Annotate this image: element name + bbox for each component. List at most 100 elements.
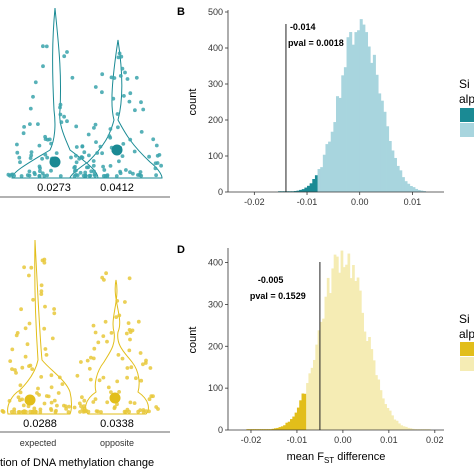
legend-d-title-2: alp <box>459 327 474 341</box>
category-label-expected: expected <box>20 438 57 448</box>
histogram-bar <box>331 268 335 430</box>
histogram-bar <box>341 75 345 192</box>
violin-point <box>112 76 117 80</box>
y-axis-title: count <box>187 89 199 116</box>
histogram-bar <box>417 190 421 192</box>
histogram-bar <box>290 419 293 430</box>
violin-point <box>13 368 17 372</box>
violin-point <box>131 171 135 176</box>
violin-point <box>74 145 79 149</box>
violin-point <box>134 75 139 80</box>
violin-point <box>119 54 124 59</box>
violin-point <box>101 334 106 338</box>
violin-point <box>125 407 130 412</box>
histogram-bar <box>398 423 401 430</box>
violin-point <box>39 292 44 296</box>
histogram-bar <box>421 429 424 430</box>
violin-point <box>84 408 88 413</box>
histogram-bar <box>357 30 361 193</box>
violin-point <box>88 173 93 178</box>
violin-point <box>93 122 98 127</box>
violin-point <box>10 347 15 352</box>
value-label-expected-top: 0.0273 <box>37 182 71 194</box>
histogram-bar <box>336 96 340 192</box>
violin-point <box>128 91 133 96</box>
histogram-bar <box>375 375 378 430</box>
violin-point <box>107 134 112 138</box>
violin-point <box>55 403 59 408</box>
violin-point <box>132 401 137 405</box>
violin-point <box>72 174 77 178</box>
histogram-bar <box>294 412 298 430</box>
violin-point <box>49 168 53 173</box>
violin-point <box>138 351 143 355</box>
histogram-bar <box>347 253 351 430</box>
violin-point <box>105 400 110 405</box>
violin-point <box>30 409 35 414</box>
violin-point <box>18 383 23 388</box>
violin-point <box>15 142 19 147</box>
value-label-expected-bottom: 0.0288 <box>23 418 57 430</box>
histogram-bar <box>250 429 254 430</box>
violin-x-axis-title: tion of DNA methylation change <box>0 457 154 469</box>
histogram-bar <box>414 429 417 430</box>
histogram-bar <box>346 37 350 192</box>
violin-point <box>33 80 38 85</box>
violin-point <box>45 173 49 178</box>
violin-point <box>38 169 42 174</box>
x-tick-label: -0.01 <box>297 197 318 207</box>
violin-expected-top <box>11 7 99 179</box>
histogram-bar <box>420 190 424 192</box>
violin-point <box>39 283 44 288</box>
violin-expected-bottom <box>7 239 72 415</box>
violin-point <box>37 143 42 148</box>
violin-point <box>83 170 88 175</box>
histogram-bar <box>379 390 383 430</box>
violin-point <box>64 407 68 411</box>
histogram-bar <box>306 383 309 430</box>
violin-point <box>154 173 159 178</box>
violin-point <box>122 94 126 98</box>
violin-point <box>12 410 17 414</box>
violin-point <box>139 100 143 105</box>
violin-point <box>105 173 110 178</box>
violin-point <box>128 137 133 142</box>
histogram-bar <box>301 393 305 430</box>
violin-point <box>43 304 47 309</box>
y-tick-label: 400 <box>208 43 223 53</box>
violin-point <box>133 108 137 113</box>
violin-point <box>96 340 101 345</box>
histogram-bar <box>276 427 279 430</box>
histogram-bar <box>267 429 270 430</box>
violin-point <box>62 403 66 408</box>
histogram-bar <box>378 93 382 192</box>
violin-point <box>67 404 71 409</box>
histogram-bar <box>404 181 408 192</box>
violin-point <box>58 112 63 117</box>
violin-point <box>50 336 55 341</box>
histogram-bar <box>396 165 400 192</box>
violin-point <box>1 410 6 414</box>
histogram-bar <box>285 422 289 430</box>
value-label-opposite-bottom: 0.0338 <box>100 418 134 430</box>
legend-d-swatch-light <box>460 357 474 371</box>
violin-point <box>114 174 119 178</box>
histogram-bar <box>354 32 358 192</box>
violin-point <box>127 276 132 281</box>
violin-point <box>102 168 107 172</box>
violin-point <box>124 168 128 172</box>
violin-point <box>19 174 24 178</box>
violin-point <box>109 331 114 335</box>
mean-point-opposite-bottom <box>109 392 121 404</box>
violin-point <box>81 173 86 178</box>
violin-point <box>114 315 119 319</box>
violin-point <box>123 70 127 75</box>
violin-point <box>39 289 44 294</box>
value-label-opposite-top: 0.0412 <box>100 182 134 194</box>
histogram-bar <box>411 428 415 430</box>
mean-point-expected-bottom <box>24 394 36 406</box>
observed-value-label: -0.014 <box>290 22 316 32</box>
violin-point <box>109 390 113 394</box>
violin-point <box>136 319 141 324</box>
histogram-bar <box>310 367 314 430</box>
